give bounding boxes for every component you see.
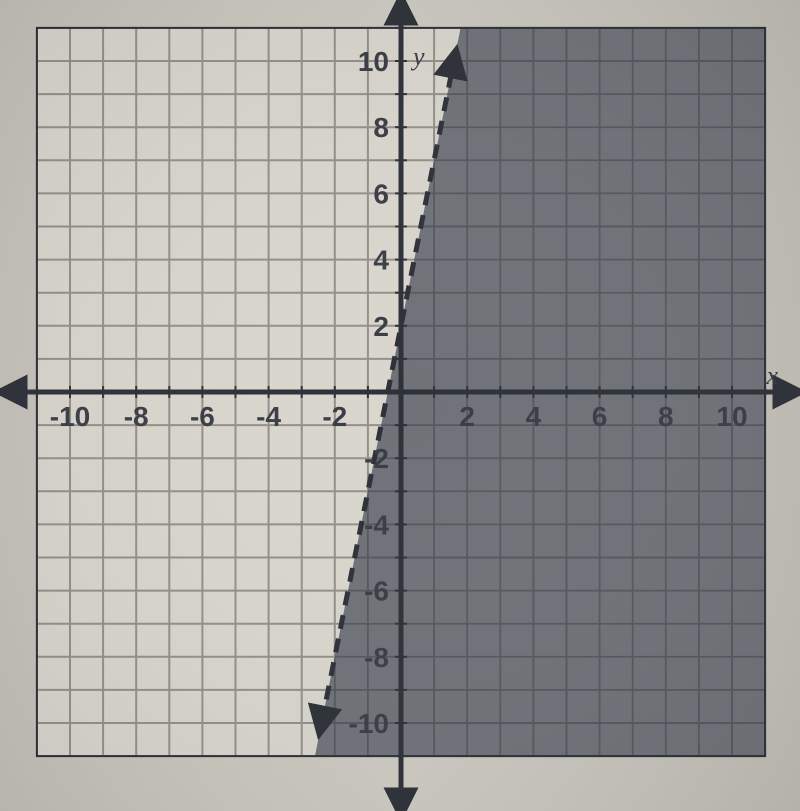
- y-tick-label: -4: [364, 509, 389, 540]
- y-tick-label: -2: [364, 443, 389, 474]
- x-tick-label: -6: [190, 401, 215, 432]
- y-tick-label: -8: [364, 642, 389, 673]
- x-tick-label: 2: [459, 401, 475, 432]
- x-tick-label: 6: [592, 401, 608, 432]
- y-axis-label: y: [410, 42, 425, 71]
- y-tick-label: 2: [373, 311, 389, 342]
- x-axis-label: x: [765, 361, 778, 390]
- x-tick-label: -10: [50, 401, 90, 432]
- y-tick-label: 6: [373, 178, 389, 209]
- y-tick-label: 8: [373, 112, 389, 143]
- x-tick-label: -4: [256, 401, 281, 432]
- y-tick-label: 10: [358, 46, 389, 77]
- y-tick-label: 4: [373, 245, 389, 276]
- inequality-graph: x y -10 -8 -6 -4 -2 2 4 6 8 10 -10 -8 -6 -4 -2 2 4 6 8 10: [0, 0, 800, 811]
- y-tick-label: -6: [364, 576, 389, 607]
- x-tick-label: 4: [526, 401, 542, 432]
- x-tick-label: -8: [124, 401, 149, 432]
- x-tick-label: 8: [658, 401, 674, 432]
- x-tick-label: 10: [716, 401, 747, 432]
- chart-container: x y -10 -8 -6 -4 -2 2 4 6 8 10 -10 -8 -6 -4 -2 2 4 6 8 10: [0, 0, 800, 811]
- x-tick-label: -2: [322, 401, 347, 432]
- y-tick-label: -10: [349, 708, 389, 739]
